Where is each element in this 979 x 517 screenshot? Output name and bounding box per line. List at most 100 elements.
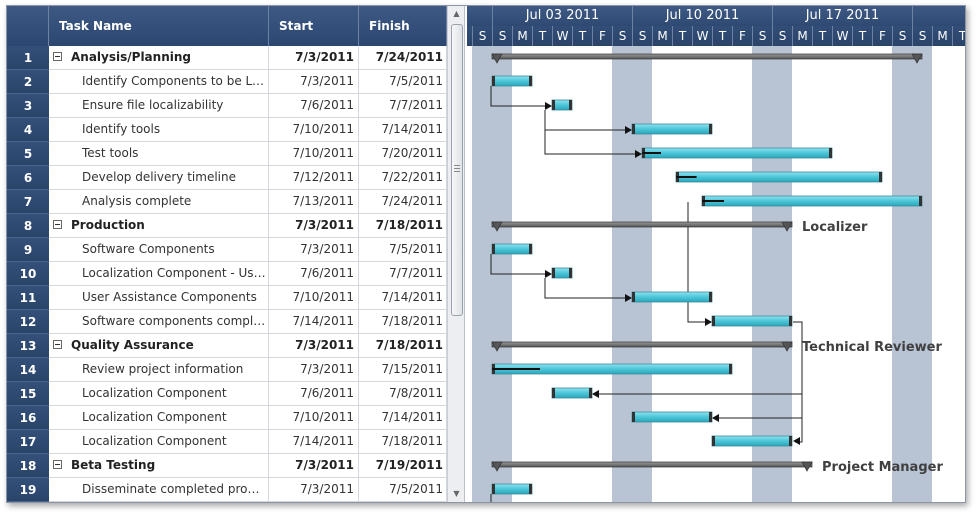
finish-date-cell[interactable]: 7/18/2011: [359, 430, 447, 454]
task-name-cell[interactable]: Disseminate completed product: [49, 478, 269, 502]
task-name-cell[interactable]: Analysis/Planning: [49, 46, 269, 70]
task-row[interactable]: 10 Localization Component - User I... 7/6/…: [7, 262, 447, 286]
finish-date-cell[interactable]: 7/5/2011: [359, 70, 447, 94]
task-name-cell[interactable]: Analysis complete: [49, 190, 269, 214]
task-row[interactable]: 7 Analysis complete 7/13/2011 7/24/2011: [7, 190, 447, 214]
task-row[interactable]: 12 Software components complete 7/14/2011 7…: [7, 310, 447, 334]
task-name-cell[interactable]: Identify Components to be Locali...: [49, 70, 269, 94]
finish-date-cell[interactable]: 7/14/2011: [359, 118, 447, 142]
summary-task-row[interactable]: 13 Quality Assurance 7/3/2011 7/18/2011: [7, 334, 447, 358]
task-row[interactable]: 15 Localization Component 7/6/2011 7/8/2011: [7, 382, 447, 406]
start-date-cell[interactable]: 7/6/2011: [269, 94, 359, 118]
row-number[interactable]: 16: [7, 406, 49, 430]
start-date-cell[interactable]: 7/12/2011: [269, 166, 359, 190]
task-name-cell[interactable]: Develop delivery timeline: [49, 166, 269, 190]
start-date-cell[interactable]: 7/10/2011: [269, 286, 359, 310]
task-row[interactable]: 3 Ensure file localizability 7/6/2011 7/7/2…: [7, 94, 447, 118]
finish-date-cell[interactable]: 7/5/2011: [359, 238, 447, 262]
start-date-cell[interactable]: 7/3/2011: [269, 46, 359, 70]
column-header-task-name[interactable]: Task Name: [49, 6, 269, 46]
row-number[interactable]: 14: [7, 358, 49, 382]
task-name-cell[interactable]: User Assistance Components: [49, 286, 269, 310]
row-number[interactable]: 11: [7, 286, 49, 310]
start-date-cell[interactable]: 7/3/2011: [269, 358, 359, 382]
finish-date-cell[interactable]: 7/24/2011: [359, 46, 447, 70]
finish-date-cell[interactable]: 7/5/2011: [359, 478, 447, 502]
task-row[interactable]: 9 Software Components 7/3/2011 7/5/2011: [7, 238, 447, 262]
start-date-cell[interactable]: 7/6/2011: [269, 382, 359, 406]
finish-date-cell[interactable]: 7/8/2011: [359, 382, 447, 406]
finish-date-cell[interactable]: 7/18/2011: [359, 310, 447, 334]
task-row[interactable]: 11 User Assistance Components 7/10/2011 7/1…: [7, 286, 447, 310]
row-number[interactable]: 13: [7, 334, 49, 358]
task-name-cell[interactable]: Production: [49, 214, 269, 238]
finish-date-cell[interactable]: 7/24/2011: [359, 190, 447, 214]
finish-date-cell[interactable]: 7/22/2011: [359, 166, 447, 190]
start-date-cell[interactable]: 7/3/2011: [269, 454, 359, 478]
start-date-cell[interactable]: 7/14/2011: [269, 430, 359, 454]
finish-date-cell[interactable]: 7/15/2011: [359, 358, 447, 382]
task-row[interactable]: 16 Localization Component 7/10/2011 7/14/20…: [7, 406, 447, 430]
row-number[interactable]: 18: [7, 454, 49, 478]
start-date-cell[interactable]: 7/3/2011: [269, 238, 359, 262]
task-name-cell[interactable]: Beta Testing: [49, 454, 269, 478]
row-number[interactable]: 1: [7, 46, 49, 70]
start-date-cell[interactable]: 7/13/2011: [269, 190, 359, 214]
row-number[interactable]: 9: [7, 238, 49, 262]
start-date-cell[interactable]: 7/14/2011: [269, 310, 359, 334]
task-row[interactable]: 17 Localization Component 7/14/2011 7/18/20…: [7, 430, 447, 454]
row-number[interactable]: 5: [7, 142, 49, 166]
task-row[interactable]: 14 Review project information 7/3/2011 7/15…: [7, 358, 447, 382]
row-number[interactable]: 3: [7, 94, 49, 118]
task-row[interactable]: 4 Identify tools 7/10/2011 7/14/2011: [7, 118, 447, 142]
row-number[interactable]: 19: [7, 478, 49, 502]
task-row[interactable]: 2 Identify Components to be Locali...7/3/…: [7, 70, 447, 94]
row-number[interactable]: 2: [7, 70, 49, 94]
start-date-cell[interactable]: 7/3/2011: [269, 70, 359, 94]
row-number[interactable]: 12: [7, 310, 49, 334]
task-name-cell[interactable]: Software components complete: [49, 310, 269, 334]
start-date-cell[interactable]: 7/10/2011: [269, 142, 359, 166]
start-date-cell[interactable]: 7/3/2011: [269, 214, 359, 238]
scroll-down-icon[interactable]: ▼: [453, 489, 460, 498]
task-name-cell[interactable]: Localization Component - User I...: [49, 262, 269, 286]
finish-date-cell[interactable]: 7/18/2011: [359, 214, 447, 238]
collapse-icon[interactable]: [53, 220, 62, 229]
finish-date-cell[interactable]: 7/7/2011: [359, 94, 447, 118]
start-date-cell[interactable]: 7/10/2011: [269, 406, 359, 430]
task-row[interactable]: 19 Disseminate completed product 7/3/2011 7…: [7, 478, 447, 502]
row-number[interactable]: 10: [7, 262, 49, 286]
row-number[interactable]: 6: [7, 166, 49, 190]
task-name-cell[interactable]: Localization Component: [49, 406, 269, 430]
finish-date-cell[interactable]: 7/14/2011: [359, 406, 447, 430]
task-name-cell[interactable]: Localization Component: [49, 382, 269, 406]
row-number[interactable]: 15: [7, 382, 49, 406]
start-date-cell[interactable]: 7/3/2011: [269, 478, 359, 502]
task-name-cell[interactable]: Test tools: [49, 142, 269, 166]
finish-date-cell[interactable]: 7/19/2011: [359, 454, 447, 478]
collapse-icon[interactable]: [53, 340, 62, 349]
column-header-start[interactable]: Start: [269, 6, 359, 46]
collapse-icon[interactable]: [53, 460, 62, 469]
row-number[interactable]: 17: [7, 430, 49, 454]
vertical-scrollbar[interactable]: ▲ ▼: [447, 6, 465, 502]
task-name-cell[interactable]: Ensure file localizability: [49, 94, 269, 118]
task-name-cell[interactable]: Identify tools: [49, 118, 269, 142]
row-number[interactable]: 4: [7, 118, 49, 142]
summary-task-row[interactable]: 8 Production 7/3/2011 7/18/2011: [7, 214, 447, 238]
scroll-thumb[interactable]: [451, 24, 463, 316]
task-name-cell[interactable]: Localization Component: [49, 430, 269, 454]
start-date-cell[interactable]: 7/6/2011: [269, 262, 359, 286]
task-row[interactable]: 6 Develop delivery timeline 7/12/2011 7/22/…: [7, 166, 447, 190]
finish-date-cell[interactable]: 7/20/2011: [359, 142, 447, 166]
start-date-cell[interactable]: 7/10/2011: [269, 118, 359, 142]
task-name-cell[interactable]: Software Components: [49, 238, 269, 262]
task-name-cell[interactable]: Review project information: [49, 358, 269, 382]
finish-date-cell[interactable]: 7/18/2011: [359, 334, 447, 358]
row-number[interactable]: 7: [7, 190, 49, 214]
finish-date-cell[interactable]: 7/7/2011: [359, 262, 447, 286]
summary-task-row[interactable]: 18 Beta Testing 7/3/2011 7/19/2011: [7, 454, 447, 478]
start-date-cell[interactable]: 7/3/2011: [269, 334, 359, 358]
column-header-finish[interactable]: Finish: [359, 6, 447, 46]
collapse-icon[interactable]: [53, 52, 62, 61]
